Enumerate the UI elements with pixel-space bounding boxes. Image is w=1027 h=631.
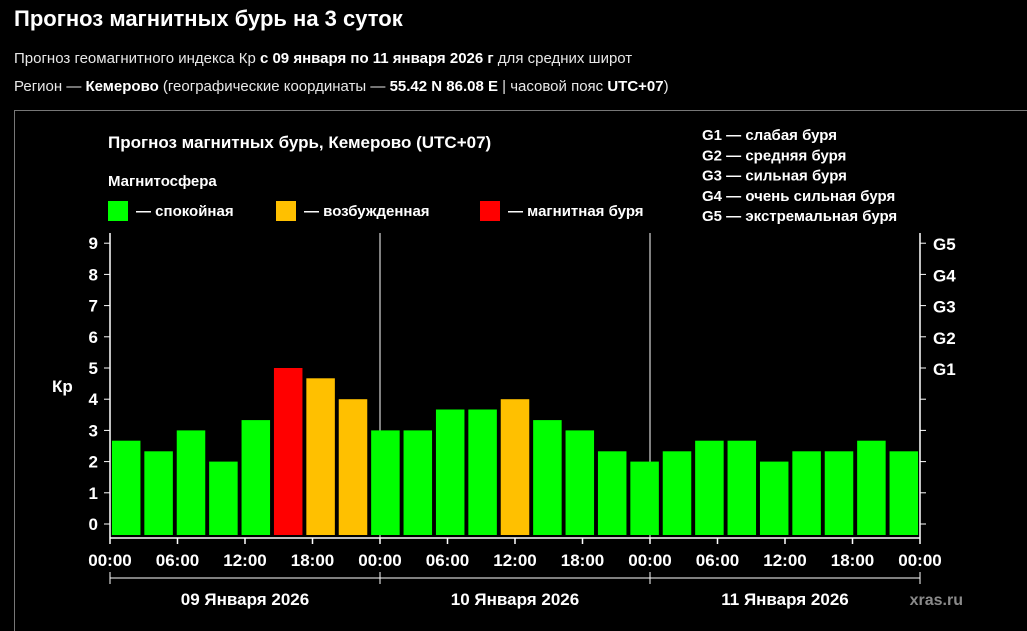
day-label-0: 09 Января 2026: [181, 590, 309, 609]
kp-bar-8: [371, 430, 400, 535]
legend-swatch-0: [108, 201, 128, 221]
legend-swatch-1: [276, 201, 296, 221]
legend-title: Магнитосфера: [108, 173, 217, 190]
kp-bar-6: [306, 378, 335, 535]
g-legend-item-5: G5 — экстремальная буря: [702, 208, 897, 225]
day-label-1: 10 Января 2026: [451, 590, 579, 609]
forecast-period-dates: с 09 января по 11 января 2026 г: [259, 50, 494, 67]
y-tick-label-1: 1: [89, 484, 98, 503]
x-tick-label-11: 18:00: [831, 551, 874, 570]
x-tick-label-0: 00:00: [88, 551, 131, 570]
kp-bar-4: [241, 420, 271, 535]
kp-bar-18: [695, 440, 724, 535]
g-tick-G4: G4: [933, 266, 956, 285]
kp-bar-7: [338, 399, 368, 535]
x-tick-label-2: 12:00: [223, 551, 266, 570]
chart-title: Прогноз магнитных бурь, Кемерово (UTC+07…: [108, 133, 491, 152]
g-tick-G5: G5: [933, 235, 956, 254]
g-legend-item-3: G3 — сильная буря: [702, 168, 847, 185]
kp-bar-9: [403, 430, 433, 535]
kp-bar-5: [273, 368, 303, 535]
legend-label-0: — спокойная: [136, 203, 234, 220]
kp-bar-16: [630, 461, 659, 535]
y-tick-label-0: 0: [89, 515, 98, 534]
x-tick-label-1: 06:00: [156, 551, 199, 570]
kp-bar-17: [662, 451, 692, 535]
kp-bar-23: [857, 440, 886, 535]
x-tick-label-7: 18:00: [561, 551, 604, 570]
kp-bar-10: [435, 409, 465, 535]
kp-bar-11: [468, 409, 497, 535]
watermark: xras.ru: [910, 592, 963, 609]
g-tick-G2: G2: [933, 329, 956, 348]
coords-prefix: (географические координаты —: [158, 78, 390, 95]
forecast-period-line: Прогноз геомагнитного индекса Кр с 09 ян…: [14, 50, 632, 67]
x-tick-label-12: 00:00: [898, 551, 941, 570]
kp-bar-15: [597, 451, 627, 535]
forecast-period-suffix: для средних широт: [493, 50, 633, 67]
region-line-end: ): [663, 78, 669, 95]
region-prefix: Регион —: [14, 78, 86, 95]
kp-bar-20: [759, 461, 789, 535]
g-legend-item-2: G2 — средняя буря: [702, 147, 846, 164]
x-tick-label-9: 06:00: [696, 551, 739, 570]
g-tick-G1: G1: [933, 360, 956, 379]
y-tick-label-7: 7: [89, 297, 98, 316]
forecast-period-prefix: Прогноз геомагнитного индекса Кр: [14, 50, 260, 67]
timezone-prefix: | часовой пояс: [497, 78, 608, 95]
x-tick-label-8: 00:00: [628, 551, 671, 570]
g-tick-G3: G3: [933, 298, 956, 317]
legend-swatch-2: [480, 201, 500, 221]
kp-bar-3: [209, 461, 238, 535]
y-tick-label-8: 8: [89, 265, 98, 284]
region-timezone: UTC+07: [607, 78, 664, 95]
kp-bar-12: [500, 399, 530, 535]
kp-bar-1: [144, 451, 173, 535]
region-name: Кемерово: [85, 78, 159, 95]
x-tick-label-5: 06:00: [426, 551, 469, 570]
kp-bar-21: [792, 451, 821, 535]
day-label-2: 11 Января 2026: [721, 590, 848, 609]
kp-bar-22: [824, 451, 854, 535]
x-tick-label-4: 00:00: [358, 551, 401, 570]
y-tick-label-4: 4: [89, 390, 99, 409]
kp-bar-24: [889, 451, 919, 535]
y-axis-label: Кр: [52, 377, 73, 396]
y-tick-label-5: 5: [89, 359, 98, 378]
chart-frame: [14, 110, 1027, 631]
y-tick-label-9: 9: [89, 234, 98, 253]
region-line: Регион — Кемерово (географические коорди…: [14, 78, 669, 95]
y-tick-label-6: 6: [89, 328, 98, 347]
x-tick-label-10: 12:00: [763, 551, 806, 570]
legend-label-1: — возбужденная: [304, 203, 430, 220]
kp-bar-13: [533, 420, 562, 535]
kp-bar-14: [565, 430, 595, 535]
x-tick-label-6: 12:00: [493, 551, 536, 570]
g-legend-item-1: G1 — слабая буря: [702, 127, 837, 144]
legend-label-2: — магнитная буря: [508, 203, 644, 220]
x-tick-label-3: 18:00: [291, 551, 334, 570]
page-title: Прогноз магнитных бурь на 3 суток: [14, 6, 403, 31]
g-legend-item-4: G4 — очень сильная буря: [702, 188, 895, 205]
region-coordinates: 55.42 N 86.08 E: [389, 78, 498, 95]
y-tick-label-3: 3: [89, 421, 98, 440]
kp-bar-2: [176, 430, 206, 535]
kp-bar-19: [727, 440, 757, 535]
kp-bar-0: [111, 440, 141, 535]
y-tick-label-2: 2: [89, 453, 98, 472]
